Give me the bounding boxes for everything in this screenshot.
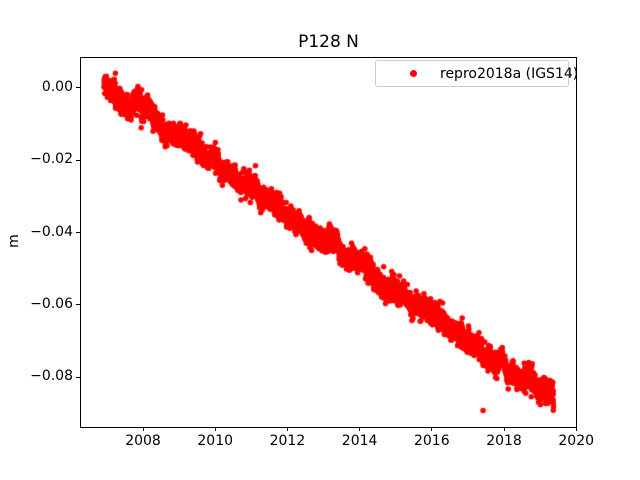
y-axis-tick [76, 87, 80, 89]
x-axis-tick [142, 427, 144, 432]
x-tick-label: 2012 [269, 433, 306, 449]
x-tick-label: 2020 [558, 433, 595, 449]
y-axis-tick [76, 376, 80, 378]
y-axis-tick [76, 232, 80, 234]
x-tick-label: 2008 [125, 433, 161, 449]
x-tick-label: 2018 [486, 433, 522, 449]
x-axis-tick [575, 427, 577, 432]
legend: repro2018a (IGS14) [375, 60, 578, 87]
legend-marker-icon [410, 70, 417, 77]
y-tick-label: −0.08 [30, 368, 73, 385]
chart-title: P128 N [298, 32, 359, 52]
x-axis-tick [359, 427, 361, 432]
scatter-canvas [80, 57, 577, 429]
x-axis-tick [286, 427, 288, 432]
x-axis-tick [214, 427, 216, 432]
x-tick-label: 2014 [341, 433, 378, 449]
legend-label: repro2018a (IGS14) [440, 65, 579, 82]
y-tick-label: −0.06 [30, 295, 73, 312]
y-axis-tick [76, 159, 80, 161]
x-axis-tick [431, 427, 433, 432]
y-axis-tick [76, 304, 80, 306]
y-tick-label: 0.00 [41, 78, 73, 95]
x-axis-tick [503, 427, 505, 432]
x-tick-label: 2010 [197, 433, 234, 449]
y-tick-label: −0.02 [30, 151, 73, 168]
y-tick-label: −0.04 [30, 223, 73, 240]
x-tick-label: 2016 [413, 433, 450, 449]
